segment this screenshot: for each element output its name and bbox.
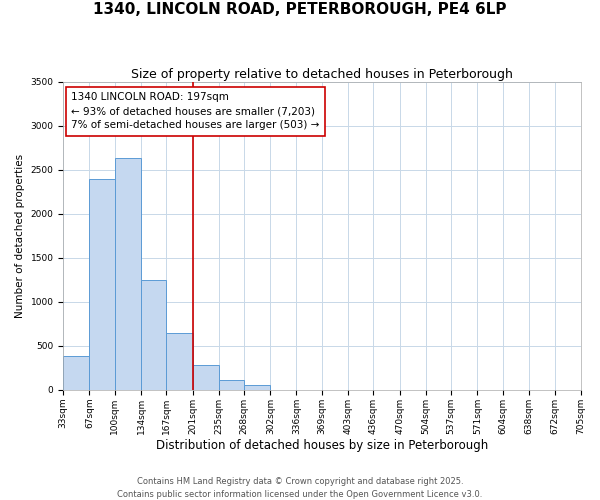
Bar <box>63 356 89 390</box>
Bar <box>219 380 244 390</box>
X-axis label: Distribution of detached houses by size in Peterborough: Distribution of detached houses by size … <box>156 440 488 452</box>
Bar <box>244 385 271 390</box>
Text: 1340, LINCOLN ROAD, PETERBOROUGH, PE4 6LP: 1340, LINCOLN ROAD, PETERBOROUGH, PE4 6L… <box>93 2 507 18</box>
Text: 1340 LINCOLN ROAD: 197sqm
← 93% of detached houses are smaller (7,203)
7% of sem: 1340 LINCOLN ROAD: 197sqm ← 93% of detac… <box>71 92 319 130</box>
Text: Contains HM Land Registry data © Crown copyright and database right 2025.
Contai: Contains HM Land Registry data © Crown c… <box>118 478 482 499</box>
Bar <box>141 280 166 390</box>
Bar <box>115 158 141 390</box>
Bar <box>166 332 193 390</box>
Y-axis label: Number of detached properties: Number of detached properties <box>15 154 25 318</box>
Title: Size of property relative to detached houses in Peterborough: Size of property relative to detached ho… <box>131 68 513 80</box>
Bar <box>193 366 219 390</box>
Bar <box>89 178 115 390</box>
